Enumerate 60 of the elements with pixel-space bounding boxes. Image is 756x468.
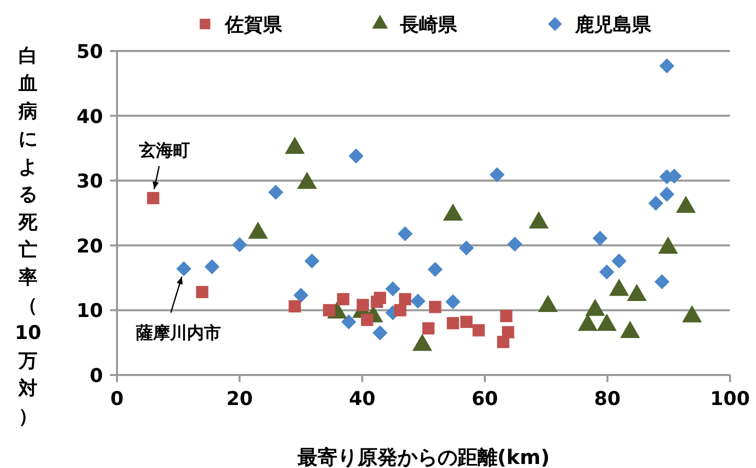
point bbox=[599, 264, 614, 280]
point bbox=[428, 262, 443, 277]
point bbox=[612, 253, 627, 268]
point bbox=[429, 300, 442, 314]
point bbox=[204, 259, 220, 274]
point bbox=[648, 196, 664, 211]
point bbox=[288, 300, 301, 312]
y-tick-label: 40 bbox=[76, 106, 103, 128]
point bbox=[322, 304, 336, 316]
point bbox=[232, 237, 248, 252]
point bbox=[385, 281, 400, 296]
y-tick-label: 50 bbox=[76, 41, 103, 63]
y-tick-label: 30 bbox=[76, 170, 103, 193]
legend-label: 佐賀県 bbox=[224, 14, 283, 36]
x-tick-label: 20 bbox=[226, 388, 253, 410]
point bbox=[490, 167, 505, 182]
point bbox=[394, 304, 406, 316]
point bbox=[337, 293, 350, 306]
legend-label: 長崎県 bbox=[399, 14, 458, 36]
x-tick-label: 0 bbox=[110, 388, 124, 410]
point bbox=[472, 324, 485, 336]
annotation: 玄海町 bbox=[138, 141, 190, 162]
point bbox=[460, 316, 473, 328]
point bbox=[268, 184, 284, 200]
x-axis-title: 最寄り原発からの距離(km) bbox=[296, 445, 550, 468]
point bbox=[497, 336, 510, 348]
legend-label: 鹿児島県 bbox=[574, 14, 652, 36]
point bbox=[374, 292, 386, 304]
point bbox=[398, 293, 412, 306]
y-tick-label: 0 bbox=[90, 365, 103, 387]
point bbox=[147, 192, 160, 204]
point bbox=[422, 322, 435, 334]
point bbox=[659, 186, 674, 202]
point bbox=[654, 274, 670, 290]
point bbox=[341, 314, 356, 330]
point bbox=[372, 325, 388, 340]
point bbox=[293, 288, 308, 303]
point bbox=[356, 298, 369, 312]
point bbox=[410, 294, 426, 309]
point bbox=[360, 314, 374, 326]
point bbox=[304, 253, 320, 268]
y-tick-label: 20 bbox=[76, 235, 103, 258]
point bbox=[458, 240, 474, 256]
point bbox=[196, 286, 208, 298]
x-tick-label: 60 bbox=[472, 388, 498, 410]
annotation: 薩摩川内市 bbox=[134, 324, 221, 344]
point bbox=[398, 226, 413, 242]
point bbox=[176, 261, 192, 276]
x-tick-label: 100 bbox=[710, 388, 750, 410]
y-tick-label: 10 bbox=[76, 300, 103, 322]
point bbox=[445, 294, 460, 310]
text: 白血病による死亡率（10万対） bbox=[14, 45, 42, 428]
point bbox=[500, 310, 512, 322]
point bbox=[507, 236, 522, 252]
point bbox=[446, 317, 460, 330]
x-tick-label: 40 bbox=[348, 388, 376, 410]
point bbox=[659, 58, 674, 74]
point bbox=[348, 148, 364, 164]
x-tick-label: 80 bbox=[594, 388, 621, 410]
point bbox=[592, 230, 608, 246]
